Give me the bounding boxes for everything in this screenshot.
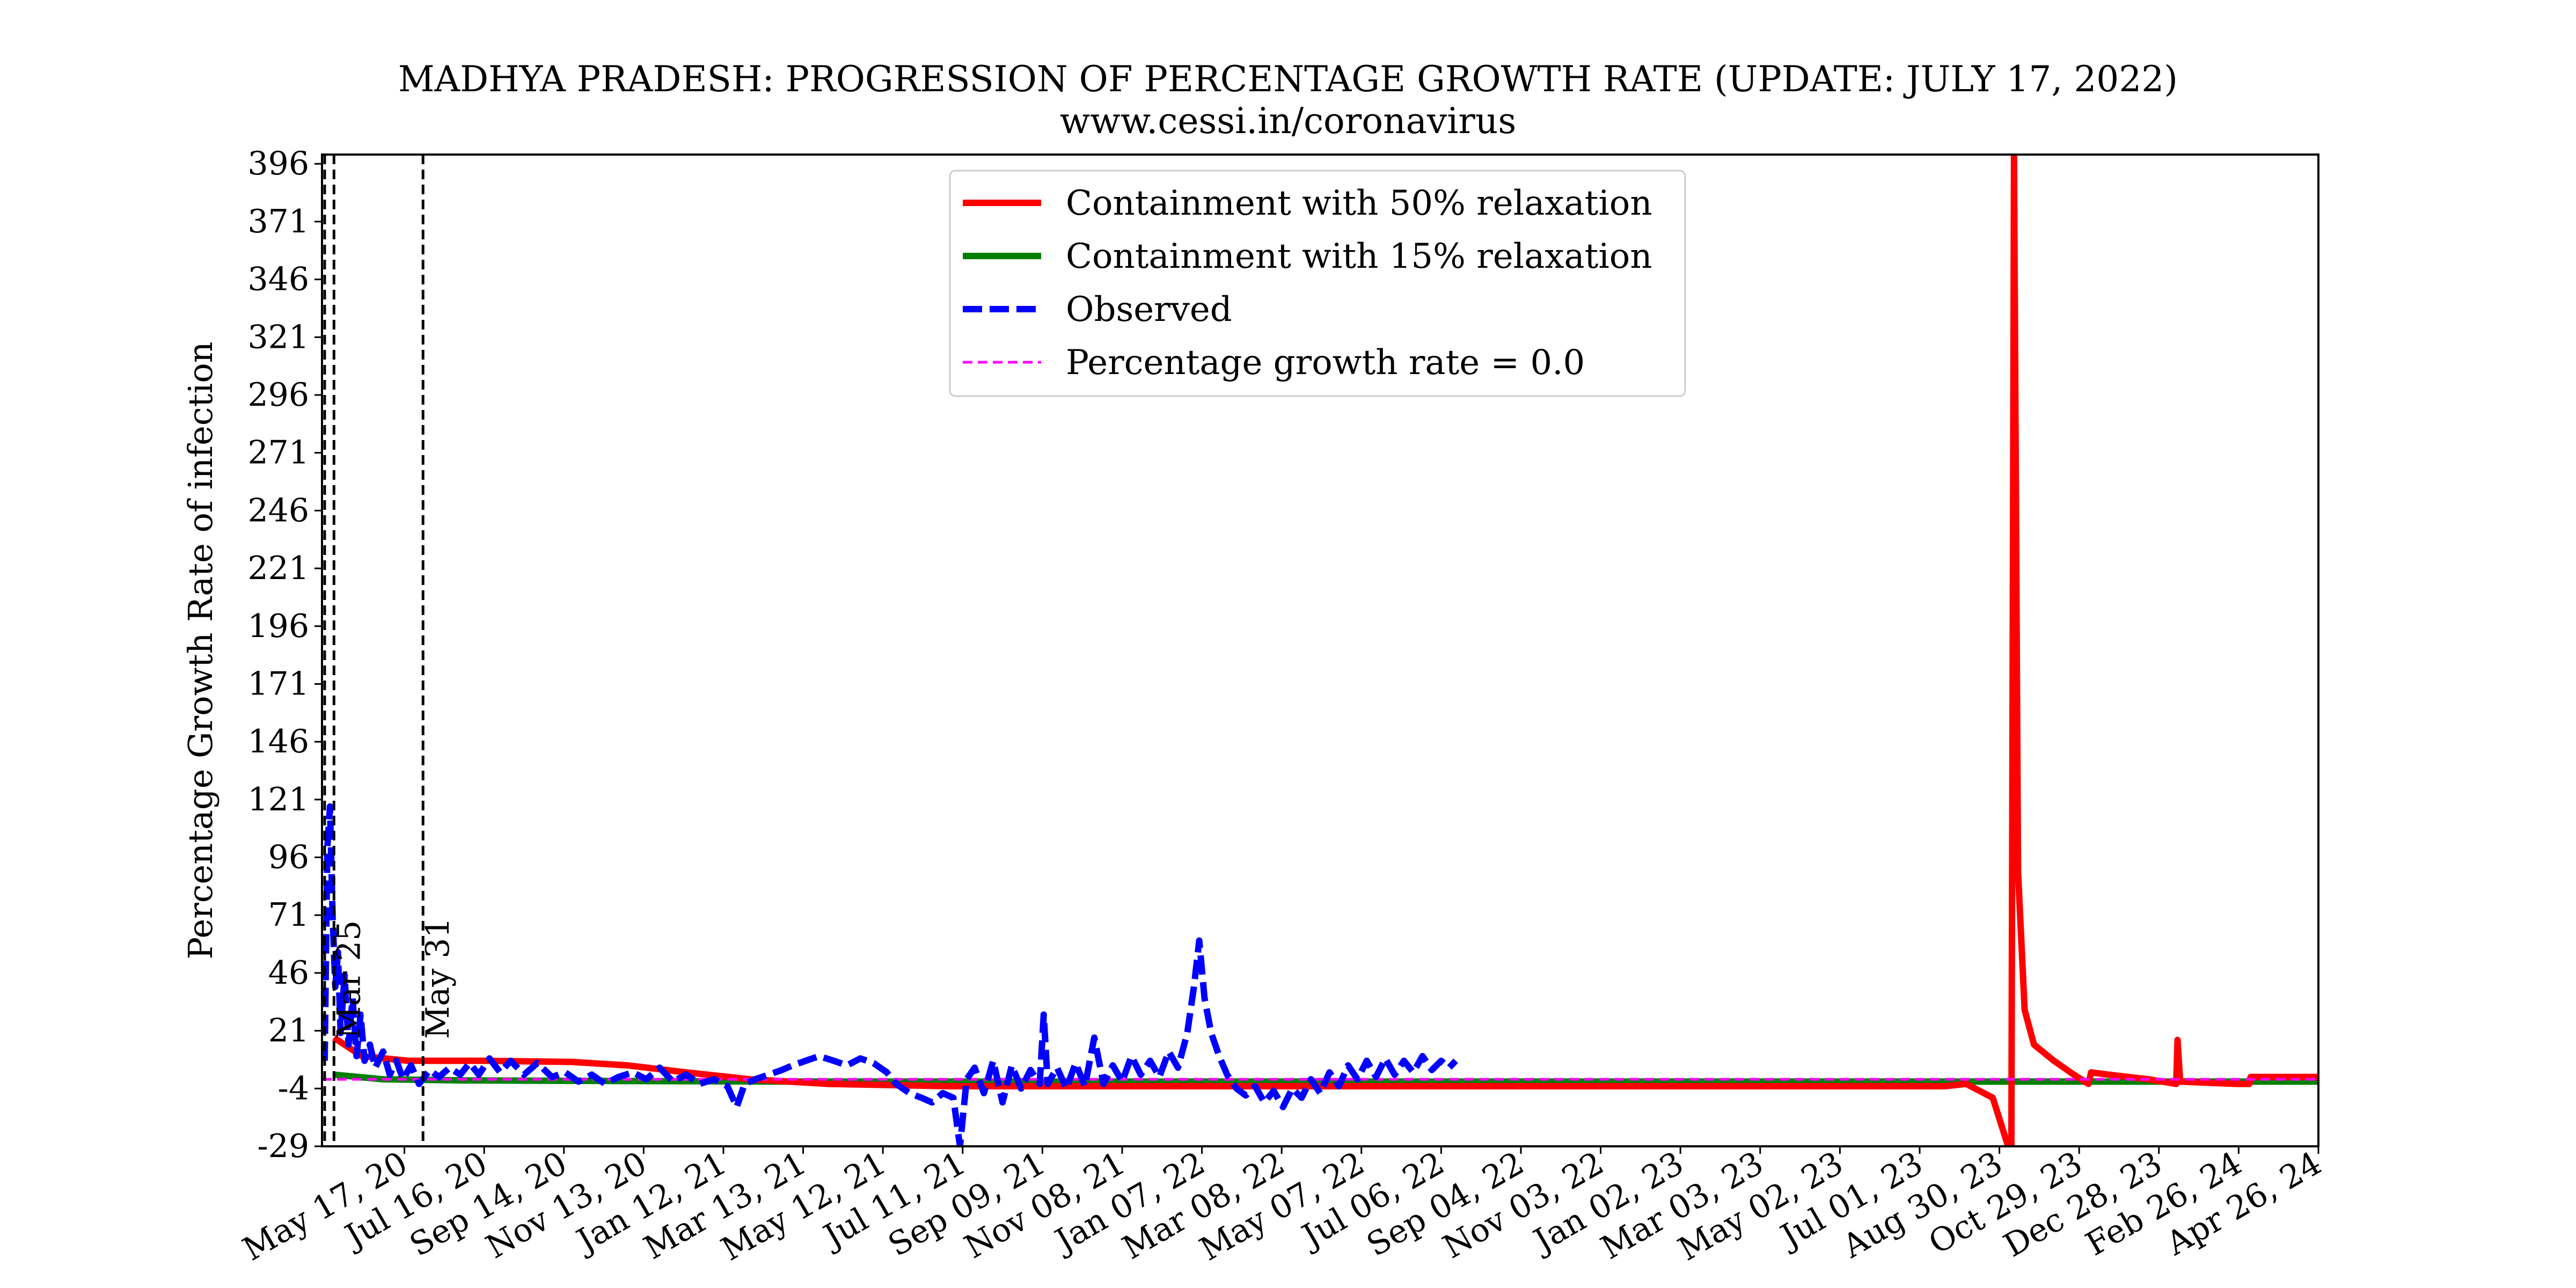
chart-subtitle: www.cessi.in/coronavirus	[1059, 100, 1517, 142]
y-tick-label-8: 171	[247, 665, 309, 702]
y-tick-label-13: 296	[247, 376, 309, 414]
y-tick-label-4: 71	[268, 896, 309, 934]
y-tick-label-0: -29	[257, 1128, 309, 1165]
series-line-2	[322, 803, 1458, 1146]
chart-title: MADHYA PRADESH: PROGRESSION OF PERCENTAG…	[398, 58, 2178, 100]
y-tick-label-17: 396	[247, 145, 309, 182]
legend-label-0: Containment with 50% relaxation	[1066, 184, 1652, 223]
vline-label-1: Mar 25	[330, 920, 368, 1039]
y-tick-label-6: 121	[247, 781, 309, 818]
y-tick-label-15: 346	[247, 261, 309, 298]
y-tick-label-2: 21	[268, 1012, 309, 1050]
vline-label-2: May 31	[419, 917, 457, 1039]
legend: Containment with 50% relaxation Containme…	[949, 170, 1686, 397]
y-tick-label-16: 371	[247, 203, 309, 240]
legend-box	[949, 170, 1686, 397]
y-axis: -29 -4 21 46 71 96 121 146 171 196 221 246 271 296 321…	[247, 145, 322, 1165]
plot-frame	[321, 153, 2319, 1147]
y-tick-label-10: 221	[247, 550, 309, 587]
series-line-0	[332, 155, 2318, 1146]
y-tick-label-14: 321	[247, 318, 309, 356]
y-tick-label-12: 271	[247, 434, 309, 472]
legend-label-3: Percentage growth rate = 0.0	[1066, 343, 1585, 383]
legend-label-2: Observed	[1066, 290, 1232, 330]
vline-layer: Mar 25 May 31	[323, 155, 457, 1146]
y-axis-label: Percentage Growth Rate of infection	[181, 341, 220, 959]
y-tick-label-3: 46	[268, 954, 309, 992]
y-tick-label-11: 246	[247, 492, 309, 529]
y-tick-label-1: -4	[278, 1070, 309, 1107]
legend-label-1: Containment with 15% relaxation	[1066, 237, 1652, 276]
y-tick-label-5: 96	[268, 839, 309, 876]
y-tick-label-9: 196	[247, 608, 309, 645]
y-tick-label-7: 146	[247, 723, 309, 760]
